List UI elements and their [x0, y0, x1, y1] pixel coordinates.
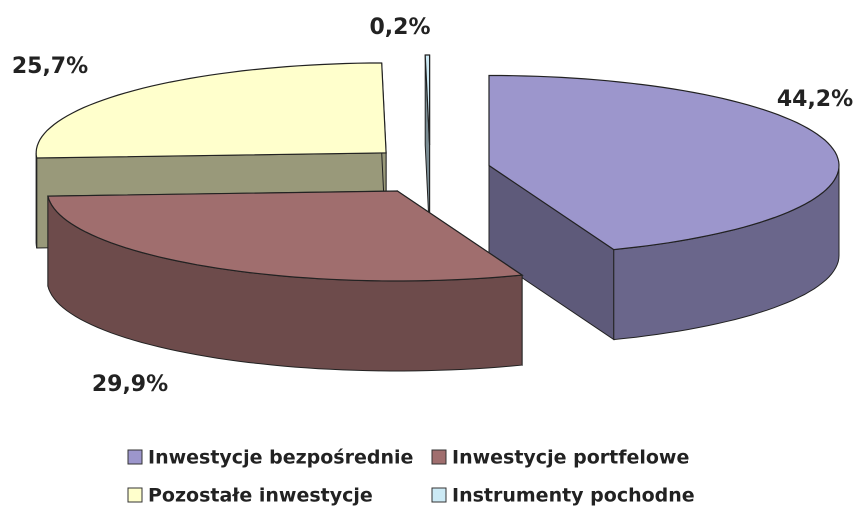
slice-top — [47, 190, 524, 282]
slice-top — [35, 62, 387, 159]
legend-swatch — [127, 487, 143, 503]
legend-swatch — [431, 487, 447, 503]
data-label: 29,9% — [92, 372, 168, 397]
legend-label: Pozostałe inwestycje — [148, 485, 373, 507]
slice-top — [488, 74, 840, 251]
slice-wall — [35, 152, 38, 249]
data-label: 25,7% — [12, 54, 88, 79]
legend-swatch — [431, 449, 447, 465]
slice — [424, 54, 431, 236]
data-label: 0,2% — [369, 15, 430, 40]
data-label: 44,2% — [777, 87, 853, 112]
slice — [488, 74, 840, 341]
legend-swatch — [127, 449, 143, 465]
legend-label: Inwestycje bezpośrednie — [148, 447, 413, 469]
slice-top — [424, 54, 431, 146]
legend-label: Inwestycje portfelowe — [452, 447, 689, 469]
slice — [47, 190, 524, 372]
legend-label: Instrumenty pochodne — [452, 485, 695, 507]
